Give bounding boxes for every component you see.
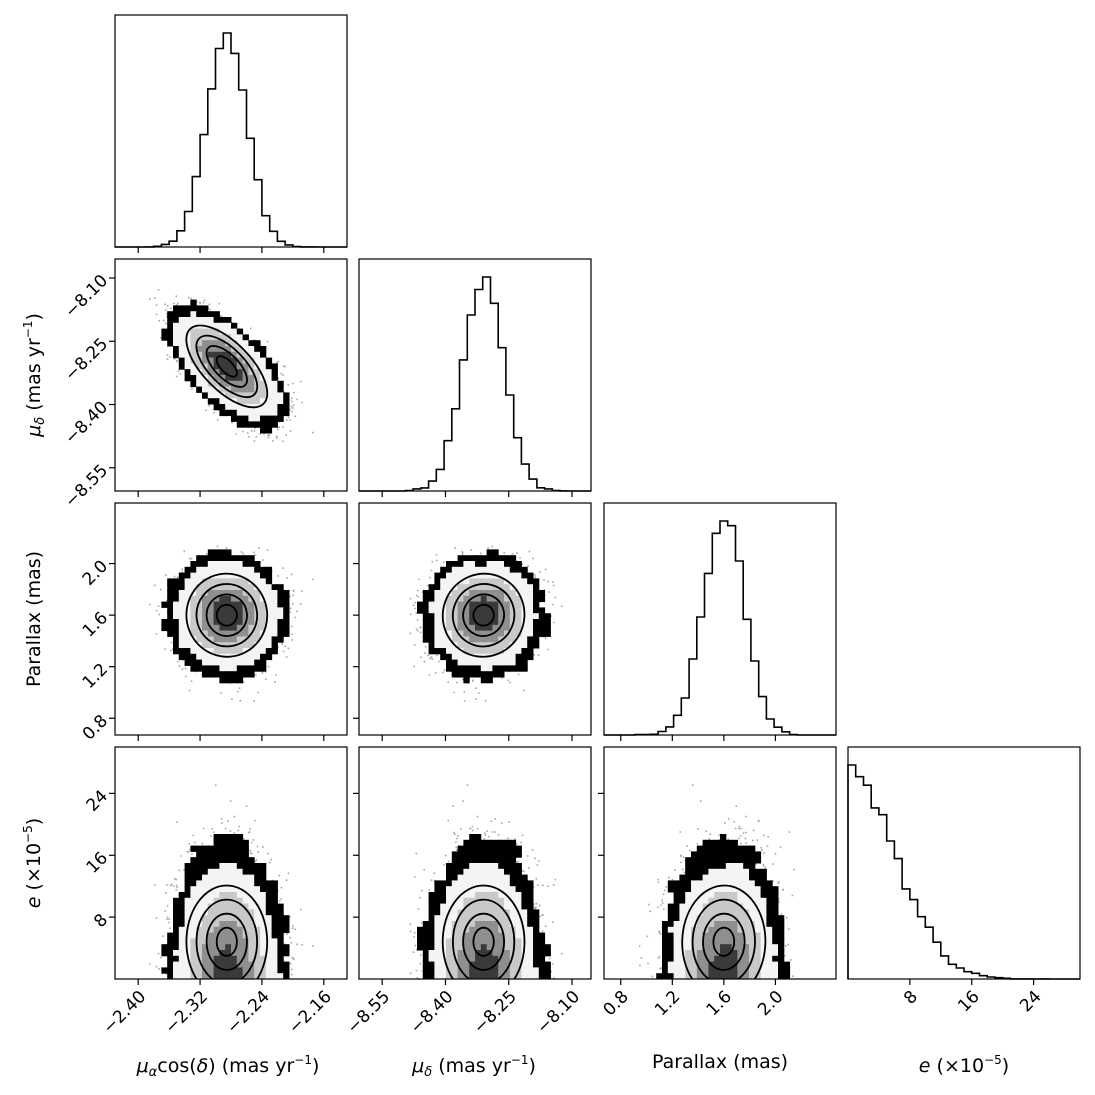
panel-frame — [114, 746, 348, 980]
histogram-mu_delta — [359, 276, 591, 492]
x-tick-label: −2.40 — [99, 987, 150, 1038]
x-axis-label-parallax: Parallax (mas) — [652, 1051, 788, 1073]
y-tick-label: 0.8 — [79, 711, 112, 744]
joint-mu_delta-ecc — [409, 784, 563, 979]
y-tick-label: −8.10 — [61, 271, 112, 322]
y-axis-label-parallax: Parallax (mas) — [23, 551, 45, 687]
x-tick-label: −8.55 — [343, 987, 394, 1038]
panel-frame — [114, 502, 348, 736]
y-tick-label: 8 — [90, 910, 112, 932]
histogram-parallax — [604, 520, 836, 736]
joint-mu_alpha-mu_delta — [149, 289, 314, 443]
panel-frame — [114, 14, 348, 248]
x-tick-label: 24 — [1016, 987, 1045, 1016]
x-tick-label: 16 — [954, 987, 983, 1016]
x-tick-label: 1.2 — [651, 987, 684, 1020]
histogram-ecc — [847, 764, 1080, 980]
panel-frame — [358, 746, 592, 980]
x-tick-label: 1.6 — [703, 987, 736, 1020]
joint-parallax-ecc — [638, 784, 795, 979]
panel-frame — [358, 258, 592, 492]
y-tick-label: 24 — [83, 786, 112, 815]
x-tick-label: 8 — [900, 987, 922, 1009]
y-tick-label: 1.2 — [79, 660, 112, 693]
panel-frame — [603, 502, 837, 736]
y-axis-label-mu_delta: μδ (mas yr−1) — [21, 313, 48, 438]
panel-frame — [114, 258, 348, 492]
panel-frame — [358, 502, 592, 736]
x-tick-label: −2.16 — [285, 987, 336, 1038]
y-tick-label: −8.25 — [61, 334, 112, 385]
y-tick-label: −8.55 — [61, 461, 112, 512]
panel-frame — [603, 746, 837, 980]
joint-mu_alpha-parallax — [149, 545, 314, 702]
y-tick-label: 16 — [83, 848, 112, 877]
panel-frame — [847, 746, 1081, 980]
y-tick-label: 2.0 — [79, 557, 112, 590]
y-tick-label: 1.6 — [79, 608, 112, 641]
x-tick-label: −8.25 — [470, 987, 521, 1038]
x-axis-label-mu_alpha: μαcos(δ) (mas yr−1) — [136, 1053, 320, 1080]
x-tick-label: 0.8 — [600, 987, 633, 1020]
joint-mu_alpha-ecc — [149, 784, 314, 979]
x-tick-label: −8.10 — [533, 987, 584, 1038]
x-tick-label: −2.32 — [161, 987, 212, 1038]
x-tick-label: −8.40 — [407, 987, 458, 1038]
x-axis-label-ecc: e (×10−5) — [919, 1053, 1009, 1077]
joint-mu_delta-parallax — [409, 545, 563, 702]
x-tick-label: 2.0 — [754, 987, 787, 1020]
x-axis-label-mu_delta: μδ (mas yr−1) — [411, 1053, 536, 1080]
y-tick-label: −8.40 — [61, 397, 112, 448]
x-tick-label: −2.24 — [223, 987, 274, 1038]
histogram-mu_alpha — [115, 32, 347, 248]
y-axis-label-ecc: e (×10−5) — [21, 818, 45, 908]
